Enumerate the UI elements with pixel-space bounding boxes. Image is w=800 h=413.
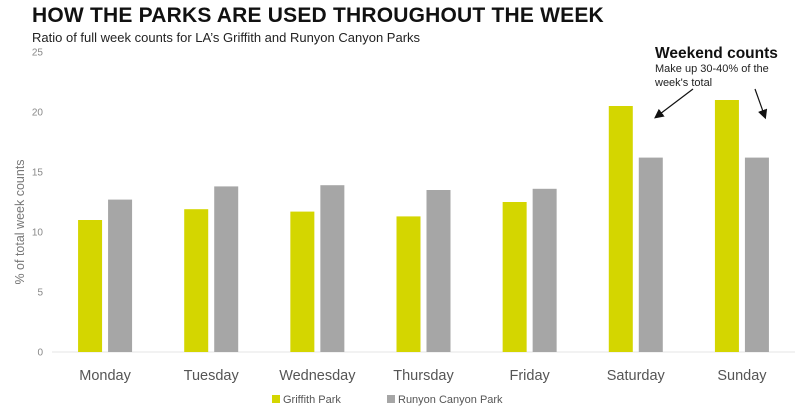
bar-runyon-saturday [638,157,663,352]
bar-runyon-friday [532,188,557,352]
legend-swatch-runyon [387,395,395,403]
annotation-title: Weekend counts [655,45,778,62]
x-tick-label-saturday: Saturday [607,368,666,384]
bar-runyon-monday [108,199,133,352]
legend: Griffith Park Runyon Canyon Park [272,394,503,406]
bar-runyon-wednesday [320,185,345,352]
annotation-arrow-sunday [754,88,768,120]
annotation-line-1: Make up 30-40% of the [655,63,769,75]
labels-layer: Monday Tuesday Wednesday Thursday Friday Satu… [79,368,767,384]
x-tick-label-friday: Friday [509,368,550,384]
bar-runyon-thursday [426,190,451,352]
x-tick-label-sunday: Sunday [717,368,767,384]
x-tick-label-tuesday: Tuesday [184,368,240,384]
axis-layer: 0 5 10 15 20 25 [32,48,795,359]
bar-griffith-tuesday [184,209,209,352]
weekend-annotation: Weekend counts Make up 30-40% of the wee… [654,45,778,120]
y-tick-label: 15 [32,168,44,179]
bar-runyon-tuesday [214,186,239,352]
bar-runyon-sunday [744,157,769,352]
y-axis-label: % of total week counts [13,159,27,284]
annotation-arrow-saturday [654,88,694,119]
y-tick-label: 0 [37,348,43,359]
bar-griffith-saturday [608,106,633,352]
bar-griffith-wednesday [290,211,315,352]
bar-griffith-friday [502,202,527,352]
x-tick-label-thursday: Thursday [393,368,454,384]
legend-swatch-griffith [272,395,280,403]
bar-griffith-thursday [396,216,421,352]
y-tick-label: 25 [32,48,44,59]
bar-griffith-monday [78,220,103,352]
chart-subtitle: Ratio of full week counts for LA’s Griff… [32,30,421,45]
x-tick-label-wednesday: Wednesday [279,368,356,384]
legend-label-griffith: Griffith Park [283,394,341,406]
y-tick-label: 5 [37,288,43,299]
bars-layer [78,100,769,352]
y-tick-label: 10 [32,228,44,239]
bar-griffith-sunday [714,100,739,352]
chart-title: HOW THE PARKS ARE USED THROUGHOUT THE WE… [32,4,604,27]
annotation-line-2: week's total [654,77,712,89]
legend-label-runyon: Runyon Canyon Park [398,394,503,406]
y-tick-label: 20 [32,108,44,119]
x-tick-label-monday: Monday [79,368,131,384]
